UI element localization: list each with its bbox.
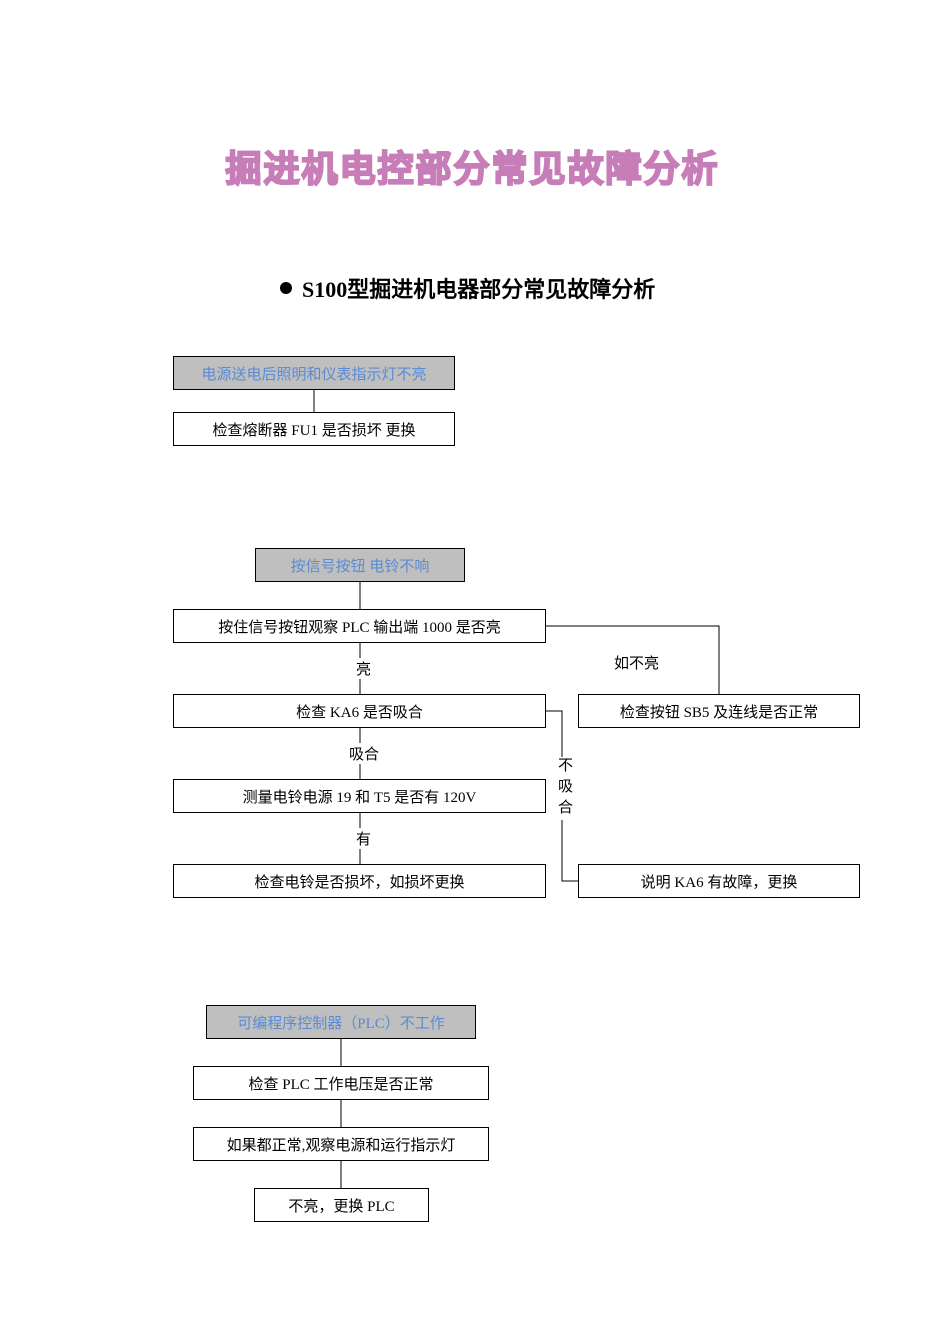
bullet-icon: [280, 282, 292, 294]
flow-node-m6: 检查按钮 SB5 及连线是否正常: [578, 694, 860, 728]
flow-node-m1: 按信号按钮 电铃不响: [255, 548, 465, 582]
flow-node-m5: 检查电铃是否损坏，如损坏更换: [173, 864, 546, 898]
flow-node-n2: 检查熔断器 FU1 是否损坏 更换: [173, 412, 455, 446]
flow-node-p3: 如果都正常,观察电源和运行指示灯: [193, 1127, 489, 1161]
edge-label: 如不亮: [610, 652, 663, 673]
subtitle-text: S100型掘进机电器部分常见故障分析: [302, 272, 655, 304]
flow-node-m4: 测量电铃电源 19 和 T5 是否有 120V: [173, 779, 546, 813]
subtitle-row: S100型掘进机电器部分常见故障分析: [280, 272, 655, 304]
edge-label: 有: [352, 828, 375, 849]
flow-node-p4: 不亮，更换 PLC: [254, 1188, 429, 1222]
flow-node-m3: 检查 KA6 是否吸合: [173, 694, 546, 728]
flow-node-p1: 可编程序控制器（PLC）不工作: [206, 1005, 476, 1039]
flow-node-m2: 按住信号按钮观察 PLC 输出端 1000 是否亮: [173, 609, 546, 643]
flow-node-n1: 电源送电后照明和仪表指示灯不亮: [173, 356, 455, 390]
edge-label: 不吸合: [550, 757, 579, 820]
flow-node-m7: 说明 KA6 有故障，更换: [578, 864, 860, 898]
main-title: 掘进机电控部分常见故障分析: [0, 140, 945, 192]
flow-node-p2: 检查 PLC 工作电压是否正常: [193, 1066, 489, 1100]
edge-label: 亮: [352, 658, 375, 679]
edge-label: 吸合: [345, 743, 383, 764]
